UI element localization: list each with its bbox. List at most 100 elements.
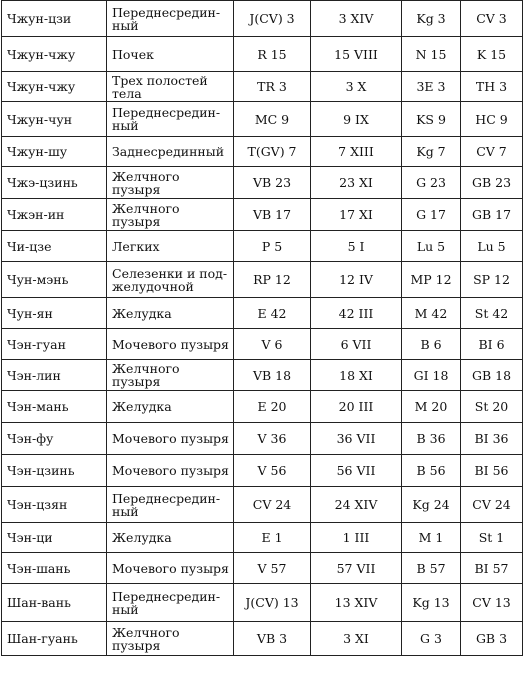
code-international-cell: Lu 5: [460, 230, 523, 262]
code-international-cell: BI 6: [460, 328, 523, 360]
meridian-line: Переднесредин-: [112, 490, 221, 506]
code-roman-cell: 57 VII: [310, 552, 402, 584]
code-french-cell: P 5: [233, 230, 311, 262]
code-international-cell: BI 57: [460, 552, 523, 584]
code-international-cell: SP 12: [460, 261, 523, 298]
code-international-cell: GB 17: [460, 198, 523, 231]
point-name-cell: Чэн-фу: [1, 422, 107, 455]
meridian-cell: Мочевого пузыря: [106, 454, 234, 487]
code-international-cell: St 20: [460, 390, 523, 423]
point-name-cell: Чун-мэнь: [1, 261, 107, 298]
code-roman-cell: 5 I: [310, 230, 402, 262]
code-roman-cell: 9 IX: [310, 101, 402, 137]
meridian-line: желудочной: [112, 278, 194, 294]
code-international-cell: CV 13: [460, 583, 523, 622]
point-name-cell: Чун-ян: [1, 297, 107, 329]
code-french-cell: VB 17: [233, 198, 311, 231]
point-name-cell: Чи-цзе: [1, 230, 107, 262]
code-international-cell: St 42: [460, 297, 523, 329]
code-roman-cell: 12 IV: [310, 261, 402, 298]
point-name-cell: Чэн-мань: [1, 390, 107, 423]
meridian-cell: Мочевого пузыря: [106, 422, 234, 455]
code-french-cell: TR 3: [233, 71, 311, 102]
code-french-cell: MC 9: [233, 101, 311, 137]
meridian-line: Переднесредин-: [112, 4, 221, 20]
meridian-cell: Мочевого пузыря: [106, 552, 234, 584]
code-german-cell: 3E 3: [401, 71, 461, 102]
table-row: Чун-мэнь Селезенки и под-желудочной RP 12 1…: [1, 261, 523, 298]
code-german-cell: KS 9: [401, 101, 461, 137]
code-roman-cell: 1 III: [310, 522, 402, 553]
meridian-cell: Желудка: [106, 390, 234, 423]
table-row: Чэн-мань Желудка E 20 20 III M 20 St 20: [1, 390, 523, 423]
table-row: Чэн-цзян Переднесредин-ный CV 24 24 XIV Kg 2…: [1, 486, 523, 523]
meridian-line: ный: [112, 503, 139, 519]
meridian-cell: Желчного пузыря: [106, 621, 234, 656]
code-roman-cell: 56 VII: [310, 454, 402, 487]
meridian-cell: Желчного пузыря: [106, 359, 234, 391]
point-name-cell: Шан-вань: [1, 583, 107, 622]
code-german-cell: B 56: [401, 454, 461, 487]
meridian-cell: Почек: [106, 36, 234, 72]
point-name-cell: Чэн-лин: [1, 359, 107, 391]
code-international-cell: CV 3: [460, 0, 523, 37]
meridian-cell: Желчного пузыря: [106, 198, 234, 231]
code-international-cell: BI 36: [460, 422, 523, 455]
code-international-cell: K 15: [460, 36, 523, 72]
code-roman-cell: 13 XIV: [310, 583, 402, 622]
code-german-cell: Kg 24: [401, 486, 461, 523]
code-french-cell: E 1: [233, 522, 311, 553]
code-german-cell: Kg 13: [401, 583, 461, 622]
code-international-cell: GB 23: [460, 166, 523, 199]
meridian-cell: Переднесредин-ный: [106, 486, 234, 523]
code-french-cell: E 42: [233, 297, 311, 329]
table-row: Чжэн-ин Желчного пузыря VB 17 17 XI G 17 GB 1…: [1, 198, 523, 231]
code-german-cell: G 23: [401, 166, 461, 199]
code-german-cell: N 15: [401, 36, 461, 72]
table-row: Чэн-цзинь Мочевого пузыря V 56 56 VII B 56 BI…: [1, 454, 523, 487]
code-roman-cell: 17 XI: [310, 198, 402, 231]
code-international-cell: CV 24: [460, 486, 523, 523]
code-french-cell: RP 12: [233, 261, 311, 298]
meridian-cell: Переднесредин-ный: [106, 583, 234, 622]
code-german-cell: Lu 5: [401, 230, 461, 262]
table-row: Чжун-чжу Почек R 15 15 VIII N 15 K 15: [1, 36, 523, 72]
table-row: Чжэ-цзинь Желчного пузыря VB 23 23 XI G 23 GB…: [1, 166, 523, 199]
code-german-cell: Kg 7: [401, 136, 461, 167]
meridian-line: ный: [112, 118, 139, 133]
code-french-cell: J(CV) 13: [233, 583, 311, 622]
code-french-cell: VB 3: [233, 621, 311, 656]
point-name-cell: Чжэн-ин: [1, 198, 107, 231]
table-row: Шан-вань Переднесредин-ный J(CV) 13 13 XIV K…: [1, 583, 523, 622]
code-international-cell: CV 7: [460, 136, 523, 167]
meridian-cell: Желудка: [106, 297, 234, 329]
meridian-cell: Селезенки и под-желудочной: [106, 261, 234, 298]
meridian-cell: Желудка: [106, 522, 234, 553]
point-name-cell: Чэн-гуан: [1, 328, 107, 360]
code-international-cell: HC 9: [460, 101, 523, 137]
code-roman-cell: 23 XI: [310, 166, 402, 199]
code-roman-cell: 36 VII: [310, 422, 402, 455]
point-name-cell: Шан-гуань: [1, 621, 107, 656]
meridian-cell: Переднесредин-ный: [106, 101, 234, 137]
code-german-cell: G 17: [401, 198, 461, 231]
code-french-cell: V 57: [233, 552, 311, 584]
meridian-cell: Желчного пузыря: [106, 166, 234, 199]
code-german-cell: Kg 3: [401, 0, 461, 37]
code-german-cell: B 57: [401, 552, 461, 584]
point-name-cell: Чжун-чун: [1, 101, 107, 137]
code-roman-cell: 7 XIII: [310, 136, 402, 167]
code-german-cell: MP 12: [401, 261, 461, 298]
code-international-cell: BI 56: [460, 454, 523, 487]
code-roman-cell: 20 III: [310, 390, 402, 423]
code-french-cell: V 36: [233, 422, 311, 455]
code-french-cell: VB 23: [233, 166, 311, 199]
code-roman-cell: 3 X: [310, 71, 402, 102]
meridian-line: Переднесредин-: [112, 588, 221, 604]
code-international-cell: GB 18: [460, 359, 523, 391]
point-name-cell: Чжун-чжу: [1, 71, 107, 102]
meridian-line: Переднесредин-: [112, 105, 221, 120]
